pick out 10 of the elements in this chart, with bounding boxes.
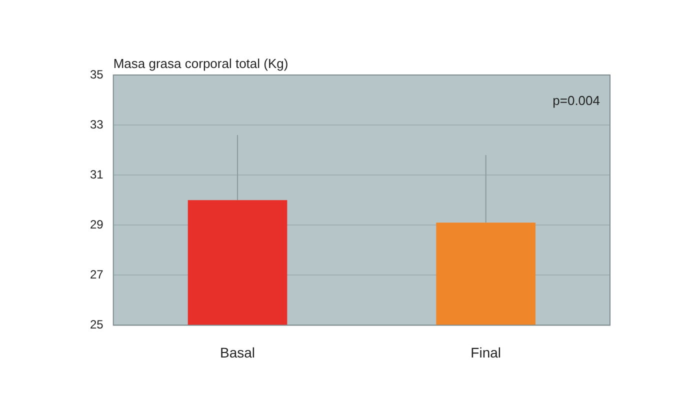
y-tick-label: 35 (90, 67, 104, 82)
y-tick-label: 25 (90, 318, 104, 332)
y-tick-label: 31 (90, 167, 104, 182)
annotation: p=0.004 (552, 93, 600, 108)
x-tick-label: Basal (220, 344, 256, 360)
y-tick-label: 29 (90, 217, 104, 232)
x-tick-label: Final (470, 344, 502, 360)
y-tick-label: 33 (90, 117, 104, 132)
y-tick-label: 27 (90, 267, 104, 282)
y-axis-title: Masa grasa corporal total (Kg) (113, 56, 288, 72)
